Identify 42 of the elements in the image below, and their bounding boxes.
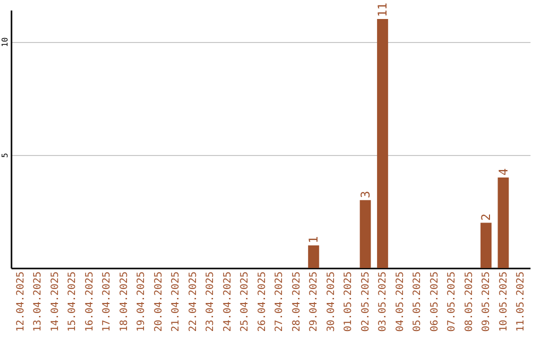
x-tick-label: 14.04.2025 bbox=[50, 272, 61, 332]
x-tick-label: 08.05.2025 bbox=[464, 272, 475, 332]
bar bbox=[377, 19, 388, 268]
x-tick-label: 16.04.2025 bbox=[84, 272, 96, 332]
x-tick-label: 04.05.2025 bbox=[394, 272, 406, 332]
data-label: 3 bbox=[358, 190, 372, 198]
x-tick-label: 23.04.2025 bbox=[205, 272, 216, 332]
x-tick-label: 03.05.2025 bbox=[378, 272, 389, 332]
data-label: 2 bbox=[479, 214, 494, 221]
x-tick-label: 15.04.2025 bbox=[67, 272, 78, 332]
x-tick-label: 21.04.2025 bbox=[170, 272, 182, 332]
x-tick-label: 29.04.2025 bbox=[308, 272, 320, 332]
x-tick-label: 10.05.2025 bbox=[498, 272, 510, 332]
x-tick-label: 22.04.2025 bbox=[188, 272, 199, 332]
x-tick-label: 20.04.2025 bbox=[153, 272, 164, 332]
x-tick-label: 07.05.2025 bbox=[446, 272, 458, 332]
bar bbox=[498, 177, 509, 268]
x-tick-label: 13.04.2025 bbox=[32, 272, 44, 332]
x-tick-label: 24.04.2025 bbox=[222, 272, 234, 332]
data-label: 11 bbox=[376, 2, 390, 18]
x-tick-label: 11.05.2025 bbox=[516, 272, 527, 332]
x-tick-label: 27.04.2025 bbox=[274, 272, 286, 332]
data-label: 4 bbox=[496, 168, 510, 176]
x-tick-label: 30.04.2025 bbox=[326, 272, 337, 332]
x-tick-label: 17.04.2025 bbox=[102, 272, 113, 332]
x-tick-label: 19.04.2025 bbox=[136, 272, 148, 332]
y-tick-label: 10 bbox=[0, 37, 10, 48]
x-tick-label: 02.05.2025 bbox=[360, 272, 372, 332]
y-tick-label: 5 bbox=[0, 152, 10, 158]
x-tick-label: 05.05.2025 bbox=[412, 272, 424, 332]
bar bbox=[360, 200, 371, 268]
x-tick-label: 25.04.2025 bbox=[240, 272, 251, 332]
x-tick-label: 06.05.2025 bbox=[429, 272, 440, 332]
bar bbox=[480, 222, 492, 268]
x-tick-label: 09.05.2025 bbox=[481, 272, 492, 332]
x-tick-label: 18.04.2025 bbox=[118, 272, 130, 332]
x-tick-label: 12.04.2025 bbox=[15, 272, 26, 332]
x-tick-label: 01.05.2025 bbox=[343, 272, 354, 332]
x-tick-label: 26.04.2025 bbox=[256, 272, 268, 332]
data-label: 1 bbox=[306, 236, 321, 244]
x-tick-label: 28.04.2025 bbox=[291, 272, 302, 332]
bar bbox=[308, 245, 320, 268]
